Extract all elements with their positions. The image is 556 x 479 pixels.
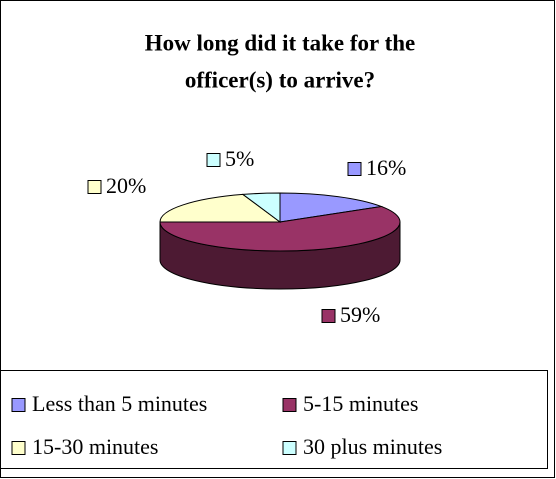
legend-swatch <box>11 441 26 455</box>
label-swatch <box>206 153 221 167</box>
label-swatch <box>87 180 102 194</box>
pie-slice <box>279 192 384 223</box>
legend-label: 5-15 minutes <box>303 391 419 416</box>
label-swatch <box>321 309 336 323</box>
legend-swatch <box>282 398 297 412</box>
pie-slice <box>159 193 282 223</box>
legend-box <box>0 370 548 469</box>
legend-swatch <box>11 398 26 412</box>
legend-swatch <box>282 441 297 455</box>
label-swatch <box>347 162 362 176</box>
data-label: 5% <box>225 146 254 171</box>
chart-title: How long did it take for the <box>145 30 415 55</box>
data-label: 20% <box>106 173 146 198</box>
data-label: 16% <box>366 155 406 180</box>
data-label: 59% <box>340 302 380 327</box>
legend-label: 30 plus minutes <box>303 434 442 459</box>
pie-slice <box>159 205 401 252</box>
legend-label: 15-30 minutes <box>32 434 159 459</box>
chart-title: officer(s) to arrive? <box>185 67 375 92</box>
legend-label: Less than 5 minutes <box>32 391 207 416</box>
pie-slice <box>241 192 281 223</box>
